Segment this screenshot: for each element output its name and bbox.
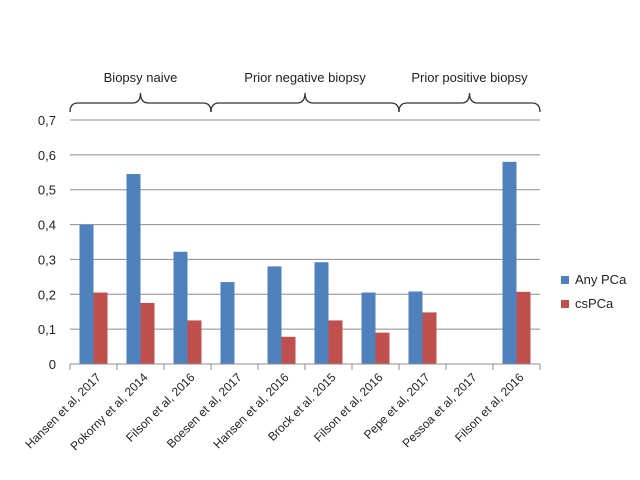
bar-cspca [140,303,155,364]
y-axis-ticks: 0 0,1 0,2 0,3 0,4 0,5 0,6 0,7 [38,113,56,372]
y-tick-label: 0,7 [38,113,56,128]
bar-cspca [328,320,343,364]
y-tick-label: 0,2 [38,287,56,302]
bar-any-pca [267,266,282,364]
bar-cspca [516,291,531,364]
legend-swatch [561,300,569,308]
x-axis [69,363,541,370]
category-label: Hansen et al, 2017 [22,370,103,451]
bar-cspca [187,320,202,364]
group-label: Prior positive biopsy [411,70,528,85]
legend-label: csPCa [575,296,614,311]
bar-any-pca [502,161,517,364]
legend: Any PCa csPCa [561,272,627,311]
group-label: Biopsy naive [104,70,178,85]
bar-any-pca [173,251,188,364]
group-brackets: Biopsy naive Prior negative biopsy Prior p… [69,70,541,113]
y-tick-label: 0,1 [38,322,56,337]
bars [79,161,531,364]
gridlines [70,119,540,330]
group-label: Prior negative biopsy [244,70,366,85]
y-tick-label: 0,6 [38,148,56,163]
legend-swatch [561,276,569,284]
bar-any-pca [79,224,94,364]
bar-cspca [375,332,390,364]
group-bracket [69,92,212,113]
bar-cspca [422,312,437,364]
bar-any-pca [408,291,423,364]
y-tick-label: 0,5 [38,183,56,198]
bar-any-pca [361,292,376,364]
bar-any-pca [220,282,235,364]
group-bracket [398,92,541,113]
bar-cspca [93,292,108,364]
bar-cspca [281,336,296,364]
bar-any-pca [126,174,141,364]
legend-label: Any PCa [575,272,627,287]
y-tick-label: 0 [49,357,56,372]
y-tick-label: 0,4 [38,218,56,233]
group-bracket [210,92,400,113]
bar-any-pca [314,262,329,364]
y-tick-label: 0,3 [38,252,56,267]
